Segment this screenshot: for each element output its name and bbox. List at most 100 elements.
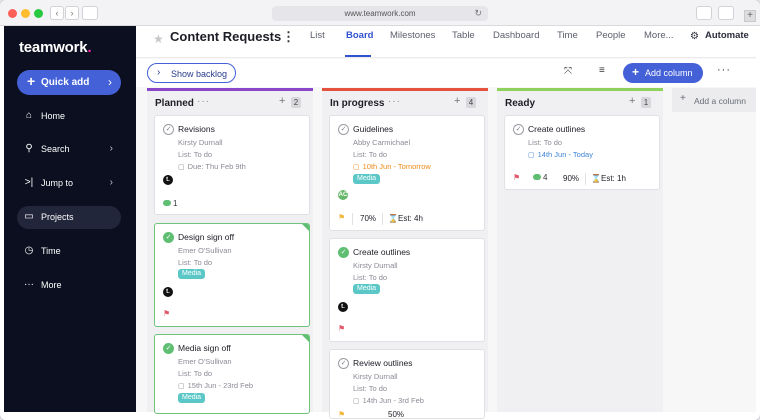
task-assignee: Abby Carmichael <box>353 138 411 147</box>
flag-icon[interactable]: ⚑ <box>338 410 346 419</box>
avatar[interactable]: AC <box>338 190 348 200</box>
add-column-button[interactable]: + Add column <box>623 63 703 83</box>
board-column-planned: Planned ··· + 2 ✓ Revisions Kirsty Durna… <box>147 88 313 414</box>
star-icon[interactable]: ★ <box>153 32 164 46</box>
sidebar: teamwork. + Quick add › ⌂ Home ⚲ Search … <box>4 26 136 412</box>
hourglass-icon: ⌛ <box>591 174 601 183</box>
column-title: Ready <box>505 98 536 109</box>
maximize-window-button[interactable] <box>34 9 43 18</box>
reload-icon[interactable]: ↻ <box>474 8 482 18</box>
more-options-icon[interactable]: ··· <box>717 64 731 76</box>
sidebar-item-more[interactable]: ··· More <box>24 279 62 290</box>
comment-count[interactable]: 4 <box>533 173 547 182</box>
sidebar-item-jump-to[interactable]: >| Jump to › <box>24 177 113 188</box>
avatar[interactable]: t. <box>338 302 348 312</box>
tab-list[interactable]: List <box>310 30 325 41</box>
task-date-range: ▢ 15th Jun - 23rd Feb <box>178 381 254 390</box>
new-tab-button[interactable]: + <box>744 10 756 22</box>
tab-more[interactable]: More... <box>644 30 674 41</box>
sidebar-toggle-icon[interactable] <box>82 6 98 20</box>
plus-icon: + <box>680 93 686 104</box>
avatar[interactable]: t. <box>163 287 173 297</box>
sidebar-item-home[interactable]: ⌂ Home <box>17 105 121 128</box>
tab-time[interactable]: Time <box>557 30 578 41</box>
checkbox-icon[interactable]: ✓ <box>513 124 524 135</box>
address-bar[interactable]: www.teamwork.com ↻ <box>272 6 488 21</box>
progress-percent: 90% <box>563 174 580 183</box>
comment-icon <box>533 174 541 180</box>
back-icon[interactable]: ‹ <box>50 6 64 20</box>
task-card[interactable]: ✓ Revisions Kirsty Durnall List: To do ▢… <box>154 115 310 215</box>
show-backlog-button[interactable]: › Show backlog <box>147 63 236 83</box>
tag-media[interactable]: Media <box>178 269 206 279</box>
add-task-icon[interactable]: + <box>629 95 636 107</box>
checkbox-icon[interactable]: ✓ <box>338 358 349 369</box>
task-title: Guidelines <box>353 124 394 134</box>
browser-toolbar: ‹ › www.teamwork.com ↻ + <box>0 0 760 26</box>
checkbox-checked-icon[interactable]: ✓ <box>163 232 174 243</box>
flag-icon[interactable]: ⚑ <box>163 309 171 318</box>
column-menu-icon[interactable]: ··· <box>388 96 401 107</box>
tag-media[interactable]: Media <box>353 174 381 184</box>
chevron-right-icon: › <box>109 143 113 154</box>
column-color-bar <box>322 88 488 91</box>
add-task-icon[interactable]: + <box>279 95 286 107</box>
checkbox-icon[interactable]: ✓ <box>338 124 349 135</box>
tab-people[interactable]: People <box>596 30 626 41</box>
checkbox-checked-icon[interactable]: ✓ <box>338 247 349 258</box>
comment-count[interactable]: 1 <box>163 199 177 208</box>
minimize-window-button[interactable] <box>21 9 30 18</box>
task-card[interactable]: ✓ Review outlines Kirsty Durnall List: T… <box>329 349 485 419</box>
flag-icon[interactable]: ⚑ <box>338 324 346 333</box>
task-card[interactable]: ✓ Design sign off Emer O'Sullivan List: … <box>154 223 310 327</box>
checkbox-icon[interactable]: ✓ <box>163 124 174 135</box>
tab-dashboard[interactable]: Dashboard <box>493 30 540 41</box>
flag-icon[interactable]: ⚑ <box>513 173 521 182</box>
tab-table[interactable]: Table <box>452 30 475 41</box>
column-menu-icon[interactable]: ··· <box>197 96 210 107</box>
task-assignee: Emer O'Sullivan <box>178 246 232 255</box>
task-list: List: To do <box>353 273 388 282</box>
avatar[interactable]: t. <box>163 175 173 185</box>
task-card[interactable]: ✓ Media sign off Emer O'Sullivan List: T… <box>154 334 310 414</box>
calendar-icon: ▢ <box>353 398 360 405</box>
share-icon[interactable] <box>696 6 712 20</box>
column-color-bar <box>147 88 313 91</box>
automate-button[interactable]: Automate <box>705 30 749 41</box>
plus-icon: + <box>27 73 36 89</box>
tag-media[interactable]: Media <box>178 393 206 403</box>
teamwork-logo[interactable]: teamwork. <box>19 39 92 56</box>
column-count-badge: 1 <box>641 97 651 108</box>
chevron-right-icon: › <box>109 177 113 188</box>
expand-icon[interactable]: ⤧ <box>564 66 572 77</box>
task-list: List: To do <box>178 258 213 267</box>
sidebar-item-search[interactable]: ⚲ Search › <box>17 138 121 161</box>
sidebar-item-projects[interactable]: ▭ Projects <box>17 206 121 229</box>
tab-board[interactable]: Board <box>346 30 374 41</box>
flag-icon[interactable]: ⚑ <box>338 213 346 222</box>
checkbox-checked-icon[interactable]: ✓ <box>163 343 174 354</box>
task-date-range: ▢ 14th Jun - 3rd Feb <box>353 396 424 405</box>
filter-icon[interactable]: ≡ <box>599 65 605 76</box>
page-title: Content Requests <box>170 29 282 44</box>
column-count-badge: 2 <box>291 97 301 108</box>
board-column-in-progress: In progress ··· + 4 ✓ Guidelines Abby Ca… <box>322 88 488 419</box>
calendar-icon: ▢ <box>178 383 185 390</box>
progress-percent: 70% <box>360 214 377 223</box>
close-window-button[interactable] <box>8 9 17 18</box>
task-title: Create outlines <box>353 247 411 257</box>
add-task-icon[interactable]: + <box>454 95 461 107</box>
task-title: Design sign off <box>178 232 235 242</box>
tag-media[interactable]: Media <box>353 284 381 294</box>
project-menu-icon[interactable]: ⋮ <box>282 29 295 44</box>
task-card[interactable]: ✓ Create outlines Kirsty Durnall List: T… <box>329 238 485 342</box>
sidebar-item-time[interactable]: ◷ Time <box>24 245 61 256</box>
quick-add-button[interactable]: + Quick add › <box>17 70 121 95</box>
task-card[interactable]: ✓ Create outlines List: To do ▢ 14th Jun … <box>504 115 660 190</box>
forward-icon[interactable]: › <box>65 6 79 20</box>
add-a-column-button[interactable]: + Add a column <box>672 88 756 112</box>
tab-milestones[interactable]: Milestones <box>390 30 436 41</box>
task-card[interactable]: ✓ Guidelines Abby Carmichael List: To do… <box>329 115 485 231</box>
board-column-ready: Ready + 1 ✓ Create outlines List: To do … <box>497 88 663 412</box>
tabs-icon[interactable] <box>718 6 734 20</box>
